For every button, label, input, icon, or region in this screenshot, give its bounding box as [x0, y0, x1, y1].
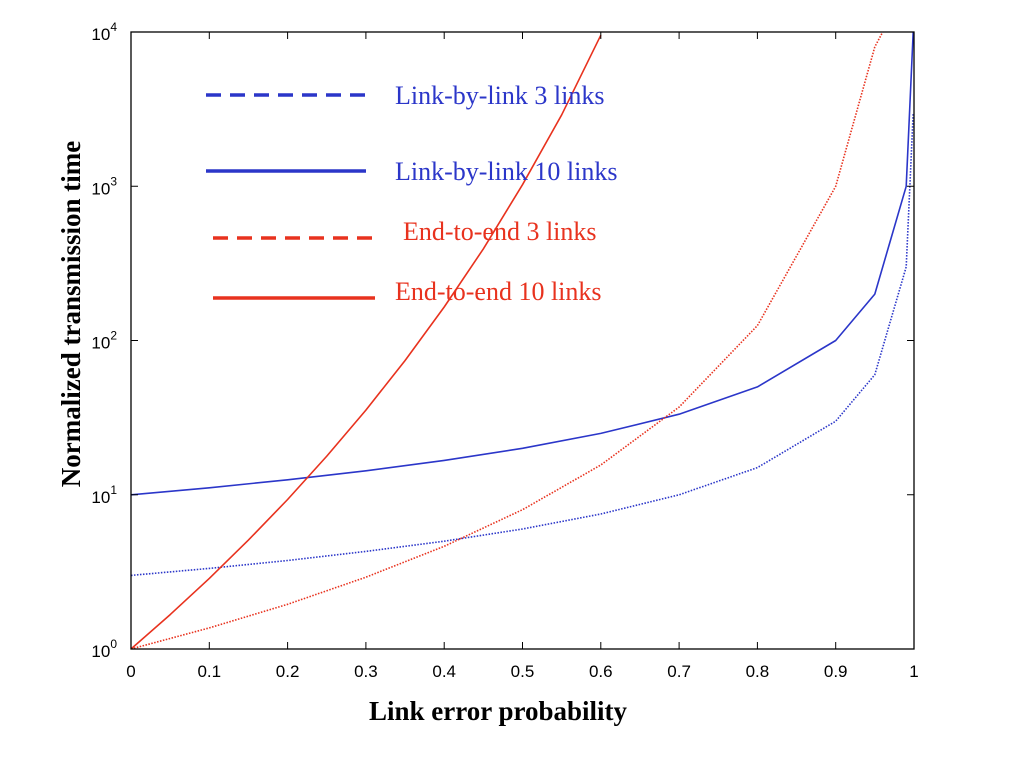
- legend-label-1: Link-by-link 3 links: [395, 81, 604, 110]
- series-line-1: [131, 112, 914, 577]
- x-tick-label: 0.9: [824, 662, 848, 681]
- series-layer: [131, 32, 914, 649]
- y-tick-label: 101: [91, 483, 117, 507]
- y-tick-label: 102: [91, 329, 117, 353]
- y-tick-label: 100: [91, 637, 117, 661]
- series-line-2: [131, 32, 914, 496]
- legend-label-3: End-to-end 3 links: [403, 217, 597, 246]
- plot-frame: [130, 31, 915, 650]
- x-tick-label: 1: [909, 662, 918, 681]
- x-axis-ticks: 0 0.1 0.2 0.3 0.4 0.5 0.6 0.7 0.8 0.9 1: [126, 32, 919, 681]
- x-tick-label: 0.4: [432, 662, 456, 681]
- y-tick-label: 103: [91, 174, 117, 198]
- x-tick-label: 0.1: [197, 662, 221, 681]
- y-tick-label: 104: [91, 20, 117, 44]
- series-line-3: [131, 32, 884, 649]
- legend: Link-by-link 3 links Link-by-link 10 link…: [206, 81, 617, 306]
- x-tick-label: 0.3: [354, 662, 378, 681]
- x-tick-label: 0.8: [746, 662, 770, 681]
- x-tick-label: 0: [126, 662, 135, 681]
- x-axis-label: Link error probability: [369, 696, 628, 726]
- x-tick-label: 0.2: [276, 662, 300, 681]
- legend-label-2: Link-by-link 10 links: [395, 157, 617, 186]
- x-tick-label: 0.7: [667, 662, 691, 681]
- x-tick-label: 0.5: [511, 662, 535, 681]
- x-tick-label: 0.6: [589, 662, 613, 681]
- series-line-4: [131, 34, 602, 649]
- legend-label-4: End-to-end 10 links: [395, 277, 602, 306]
- y-axis-label: Normalized transmission time: [56, 141, 86, 487]
- y-axis-ticks: 100 101 102 103 104: [91, 20, 914, 661]
